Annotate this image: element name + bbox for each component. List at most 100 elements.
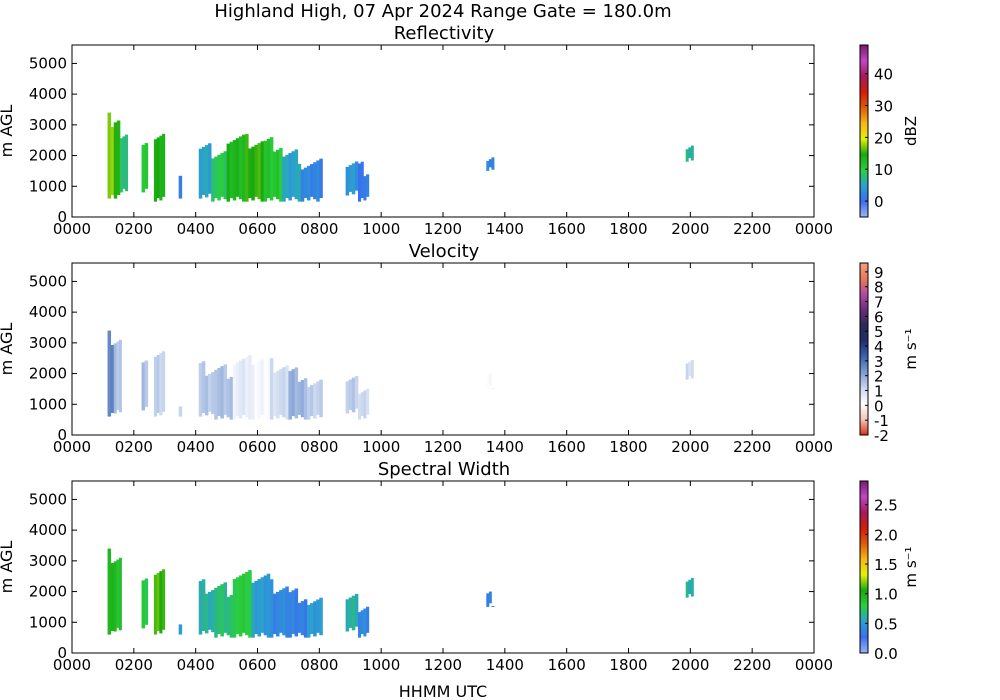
spectral-width-data-cell xyxy=(229,594,234,638)
velocity-data-cell xyxy=(310,385,314,417)
reflectivity-data-cell xyxy=(276,149,280,200)
velocity-data-cell xyxy=(208,373,212,412)
spectral-width-y-tick-label: 0 xyxy=(57,644,67,662)
reflectivity-data-cell xyxy=(263,140,268,202)
spectral-width-data-cell xyxy=(360,610,364,635)
spectral-width-data-cell xyxy=(178,624,183,635)
reflectivity-data-cell xyxy=(306,165,311,201)
reflectivity-data-cell xyxy=(685,149,689,162)
spectral-width-data-cell xyxy=(269,579,274,638)
velocity-y-tick-label: 5000 xyxy=(29,272,67,290)
velocity-y-axis-label: m AGL xyxy=(0,323,16,376)
spectral-width-x-tick-label: 1200 xyxy=(424,656,462,674)
spectral-width-data-cell xyxy=(110,562,115,631)
velocity-axes-frame xyxy=(71,262,815,436)
spectral-width-data-cell xyxy=(226,596,231,636)
spectral-width-data-cell xyxy=(685,581,689,598)
spectral-width-data-cell xyxy=(220,584,224,637)
reflectivity-data-cell xyxy=(316,160,320,202)
velocity-data-cell xyxy=(217,367,221,417)
spectral-width-y-tick-label: 3000 xyxy=(29,552,67,570)
spectral-width-data-cell xyxy=(366,606,370,633)
reflectivity-colorbar-tick-label: 10 xyxy=(874,161,893,179)
figure-xlabel: HHMM UTC xyxy=(399,682,487,700)
velocity-colorbar-tick-label: 8 xyxy=(874,279,884,297)
spectral-width-data-cell xyxy=(214,587,218,638)
spectral-width-x-tick-label: 0000 xyxy=(53,656,91,674)
velocity-colorbar-tick-label: 4 xyxy=(874,338,884,356)
reflectivity-data-cell xyxy=(272,151,277,197)
reflectivity-data-cell xyxy=(357,163,362,202)
velocity-data-cell xyxy=(276,370,280,419)
spectral-width-data-cell xyxy=(116,559,120,628)
spectral-width-colorbar-tick-label: 1.0 xyxy=(874,586,898,604)
spectral-width-data-cell xyxy=(488,591,492,604)
velocity-x-tick-label: 0800 xyxy=(300,438,338,456)
spectral-width-data-cell xyxy=(238,575,243,637)
reflectivity-data-cell xyxy=(141,144,146,193)
spectral-width-data-cell xyxy=(272,593,277,635)
spectral-width-colorbar-label: m s⁻¹ xyxy=(902,546,920,587)
reflectivity-x-tick-label: 0000 xyxy=(795,220,833,238)
velocity-data-cell xyxy=(488,373,492,386)
reflectivity-data-cell xyxy=(269,137,274,201)
reflectivity-data-cell xyxy=(266,138,271,199)
velocity-data-cell xyxy=(211,372,215,415)
reflectivity-x-tick-label: 1800 xyxy=(609,220,647,238)
velocity-data-cell xyxy=(269,358,274,420)
velocity-data-cell xyxy=(316,381,320,415)
velocity-data-cell xyxy=(363,390,367,419)
velocity-data-cell xyxy=(260,359,265,415)
spectral-width-x-tick-label: 0200 xyxy=(115,656,153,674)
reflectivity-data-cell xyxy=(294,149,299,200)
velocity-x-tick-label: 0200 xyxy=(115,438,153,456)
spectral-width-colorbar xyxy=(859,480,869,654)
reflectivity-data-cell xyxy=(248,148,252,199)
reflectivity-data-cell xyxy=(348,165,353,192)
reflectivity-data-cell xyxy=(159,135,163,201)
spectral-width-x-tick-label: 0000 xyxy=(795,656,833,674)
spectral-width-data-cell xyxy=(232,579,237,638)
spectral-width-data-cell xyxy=(690,578,694,597)
velocity-data-cell xyxy=(238,360,243,419)
spectral-width-colorbar-tick-label: 0.5 xyxy=(874,615,898,633)
spectral-width-x-tick-label: 1600 xyxy=(548,656,586,674)
velocity-data-cell xyxy=(263,357,268,418)
velocity-data-cell xyxy=(229,376,234,420)
reflectivity-x-tick-label: 0600 xyxy=(238,220,276,238)
spectral-width-data-cell xyxy=(288,592,292,638)
velocity-x-tick-label: 0000 xyxy=(795,438,833,456)
spectral-width-x-tick-label: 1400 xyxy=(486,656,524,674)
spectral-width-data-cell xyxy=(107,548,112,635)
velocity-x-tick-label: 1800 xyxy=(609,438,647,456)
spectral-width-data-cell xyxy=(363,608,367,637)
spectral-width-data-cell xyxy=(297,602,302,633)
spectral-width-data-cell xyxy=(153,574,158,635)
spectral-width-data-cell xyxy=(201,579,206,631)
reflectivity-colorbar-tick-label: 40 xyxy=(874,66,893,84)
velocity-colorbar-tick-label: -1 xyxy=(874,412,889,430)
reflectivity-data-cell xyxy=(303,167,308,199)
velocity-data-cell xyxy=(110,344,115,413)
spectral-width-data-cell xyxy=(251,582,255,638)
velocity-data-cell xyxy=(690,360,694,379)
velocity-x-tick-label: 1200 xyxy=(424,438,462,456)
velocity-x-tick-label: 2200 xyxy=(733,438,771,456)
reflectivity-x-tick-label: 2200 xyxy=(733,220,771,238)
velocity-y-tick-label: 3000 xyxy=(29,334,67,352)
velocity-data-cell xyxy=(245,356,249,418)
velocity-data-cell xyxy=(116,341,120,410)
velocity-data-cell xyxy=(198,363,203,417)
reflectivity-data-cell xyxy=(254,144,258,197)
reflectivity-data-cell xyxy=(223,151,227,200)
reflectivity-x-tick-label: 0800 xyxy=(300,220,338,238)
velocity-data-cell xyxy=(319,379,323,418)
reflectivity-data-cell xyxy=(260,141,265,202)
velocity-data-cell xyxy=(306,386,311,420)
velocity-x-tick-label: 0600 xyxy=(238,438,276,456)
velocity-data-cell xyxy=(162,351,166,412)
velocity-data-cell xyxy=(248,355,252,420)
spectral-width-data-cell xyxy=(263,575,268,636)
velocity-x-tick-label: 1000 xyxy=(362,438,400,456)
